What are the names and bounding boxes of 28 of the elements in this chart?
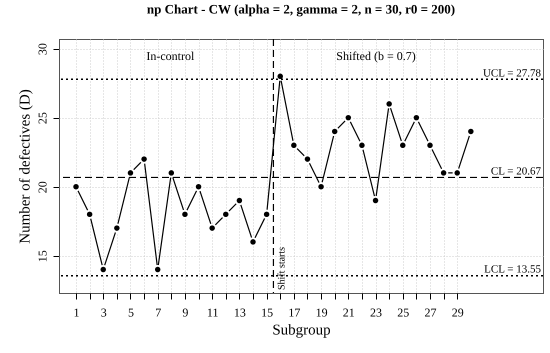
y-axis-title: Number of defectives (D): [18, 89, 34, 244]
x-tick-label: 1: [74, 306, 80, 320]
x-tick-label: 17: [288, 306, 300, 320]
y-tick-label: 20: [36, 181, 50, 194]
x-tick-label: 27: [424, 306, 436, 320]
x-tick-label: 13: [234, 306, 246, 320]
x-tick-label: 5: [128, 306, 134, 320]
chart-title: np Chart - CW (alpha = 2, gamma = 2, n = 30, r0 = 200): [146, 1, 456, 16]
ref-line-label: UCL = 27.78: [482, 67, 542, 80]
x-tick-label: 9: [182, 306, 188, 320]
y-tick-label: 25: [36, 112, 50, 124]
x-tick-label: 21: [342, 306, 355, 320]
x-tick-label: 23: [370, 306, 382, 320]
x-tick-label: 15: [261, 306, 274, 320]
annotation: Shifted (b = 0.7): [336, 49, 416, 63]
x-tick-label: 7: [155, 306, 162, 320]
ref-line-label: LCL = 13.55: [484, 264, 542, 276]
x-tick-label: 29: [452, 306, 464, 320]
ref-line-label: CL = 20.67: [490, 165, 542, 178]
x-tick-label: 3: [100, 306, 107, 320]
x-tick-label: 19: [316, 306, 328, 320]
annotation: In-control: [146, 49, 195, 63]
ref-line-label: Shift starts: [276, 246, 288, 290]
y-tick-label: 30: [36, 43, 50, 56]
x-tick-label: 11: [206, 306, 218, 320]
x-tick-label: 25: [397, 306, 410, 320]
y-tick-label: 15: [36, 250, 50, 262]
x-axis-title: Subgroup: [272, 322, 331, 338]
